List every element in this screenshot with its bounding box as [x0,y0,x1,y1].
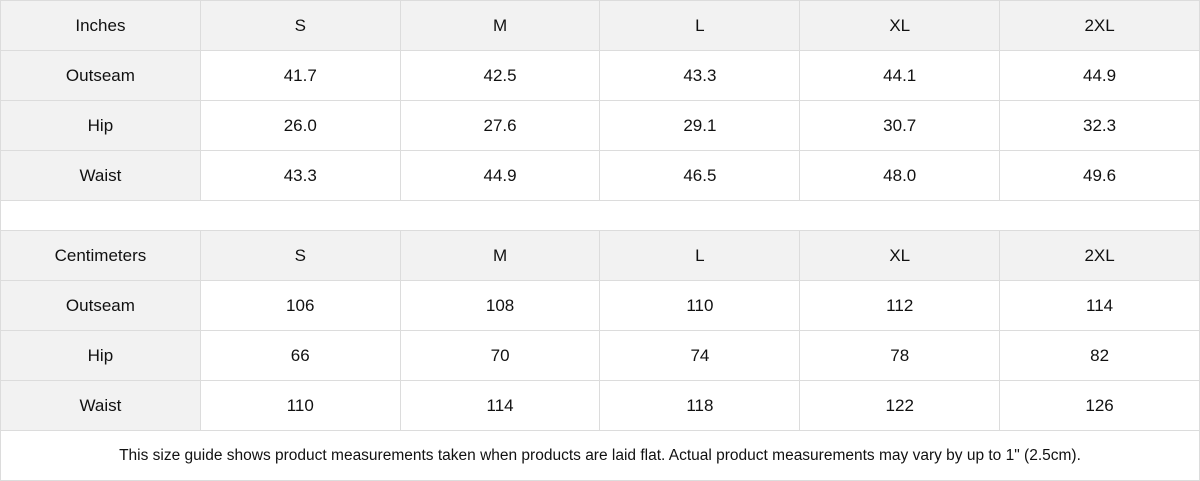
measurement-note: This size guide shows product measuremen… [0,430,1200,481]
size-header: 2XL [999,230,1200,281]
measurement-value: 46.5 [599,150,801,201]
measurement-value: 26.0 [199,100,401,151]
measurement-value: 32.3 [999,100,1200,151]
measurement-value: 44.9 [399,150,601,201]
measurement-value: 118 [599,380,801,431]
measurement-label: Hip [0,330,201,381]
measurement-value: 122 [799,380,1001,431]
measurement-value: 106 [199,280,401,331]
measurement-value: 114 [399,380,601,431]
measurement-value: 30.7 [799,100,1001,151]
spacer-cell [0,200,1200,231]
header-row: Centimeters S M L XL 2XL [0,230,1200,281]
measurement-value: 27.6 [399,100,601,151]
measurement-value: 41.7 [199,50,401,101]
measurement-value: 66 [199,330,401,381]
table-row: Waist 110 114 118 122 126 [0,380,1200,431]
table-row: Waist 43.3 44.9 46.5 48.0 49.6 [0,150,1200,201]
measurement-value: 114 [999,280,1200,331]
measurement-value: 44.1 [799,50,1001,101]
size-header: L [599,0,801,51]
size-header: L [599,230,801,281]
size-header: S [199,230,401,281]
measurement-value: 74 [599,330,801,381]
size-header: M [399,230,601,281]
measurement-label: Hip [0,100,201,151]
measurement-value: 78 [799,330,1001,381]
measurement-value: 43.3 [199,150,401,201]
measurement-label: Outseam [0,50,201,101]
measurement-value: 48.0 [799,150,1001,201]
measurement-value: 112 [799,280,1001,331]
measurement-value: 110 [599,280,801,331]
measurement-value: 108 [399,280,601,331]
measurement-value: 126 [999,380,1200,431]
measurement-value: 43.3 [599,50,801,101]
measurement-value: 110 [199,380,401,431]
note-row: This size guide shows product measuremen… [0,430,1200,481]
unit-header: Centimeters [0,230,201,281]
measurement-label: Waist [0,380,201,431]
measurement-label: Waist [0,150,201,201]
measurement-value: 44.9 [999,50,1200,101]
measurement-value: 70 [399,330,601,381]
measurement-value: 49.6 [999,150,1200,201]
measurement-value: 42.5 [399,50,601,101]
size-header: M [399,0,601,51]
size-header: XL [799,230,1001,281]
table-row: Hip 66 70 74 78 82 [0,330,1200,381]
size-header: 2XL [999,0,1200,51]
size-header: S [199,0,401,51]
measurement-value: 82 [999,330,1200,381]
unit-header: Inches [0,0,201,51]
spacer-row [0,200,1200,231]
table-row: Outseam 41.7 42.5 43.3 44.1 44.9 [0,50,1200,101]
measurement-value: 29.1 [599,100,801,151]
table-row: Hip 26.0 27.6 29.1 30.7 32.3 [0,100,1200,151]
table-row: Outseam 106 108 110 112 114 [0,280,1200,331]
measurement-label: Outseam [0,280,201,331]
header-row: Inches S M L XL 2XL [0,0,1200,51]
size-header: XL [799,0,1001,51]
